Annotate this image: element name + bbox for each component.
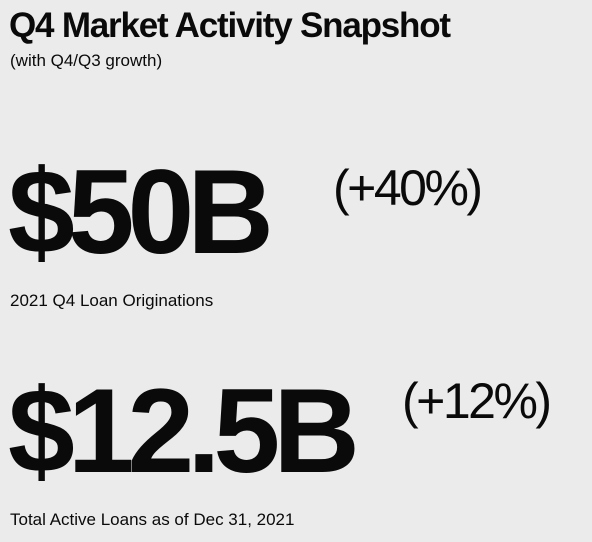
metric-value: $50B [8,145,274,279]
page-subtitle: (with Q4/Q3 growth) [10,51,163,70]
metric-label: 2021 Q4 Loan Originations [10,291,214,310]
metric-label: Total Active Loans as of Dec 31, 2021 [10,510,295,529]
metric-growth: (+40%) [333,160,483,216]
metric-value: $12.5B [8,364,360,498]
page-title: Q4 Market Activity Snapshot [9,6,451,45]
metric-growth: (+12%) [402,373,552,429]
